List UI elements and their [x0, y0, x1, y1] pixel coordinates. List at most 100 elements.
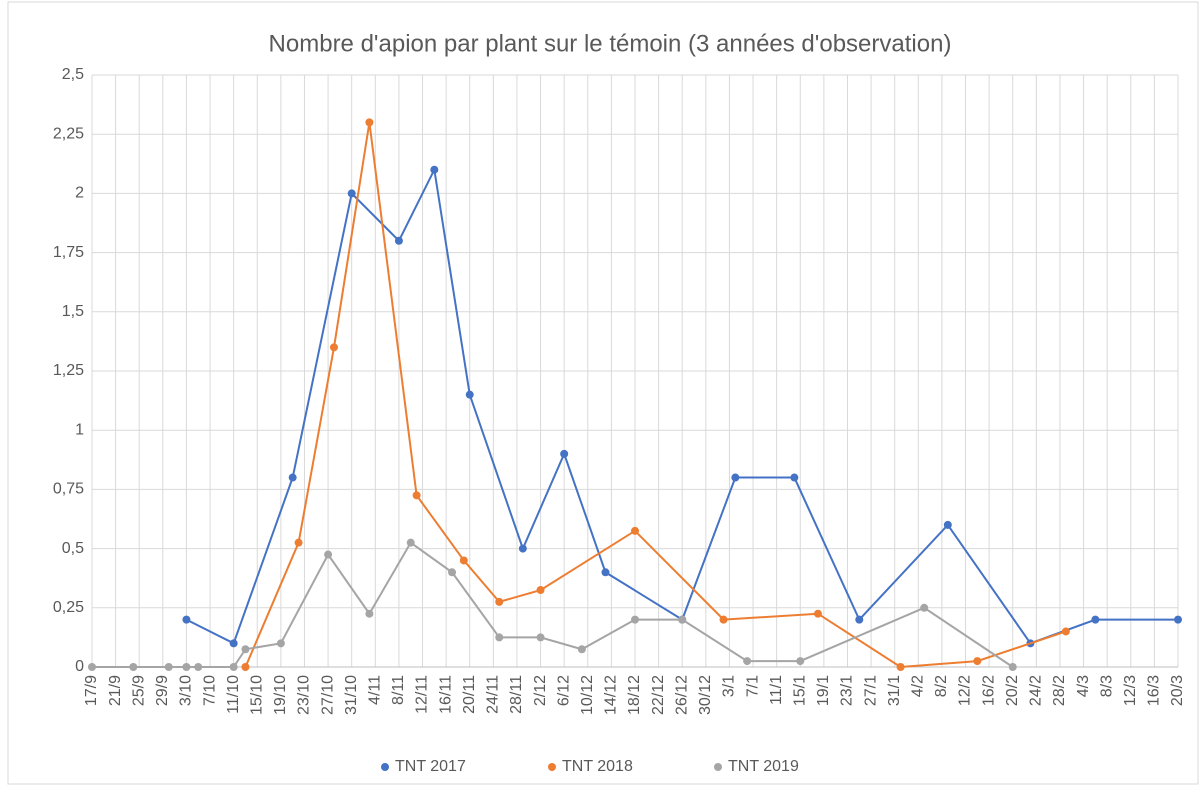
x-tick-label: 25/9	[130, 675, 147, 706]
data-point	[88, 663, 96, 671]
data-point	[229, 639, 238, 648]
legend-label: TNT 2019	[728, 758, 799, 775]
data-point	[796, 657, 805, 666]
x-tick-label: 17/9	[83, 675, 100, 706]
data-point	[465, 390, 474, 399]
data-point	[973, 657, 982, 666]
data-point	[182, 615, 191, 624]
data-point	[678, 615, 687, 624]
series-line	[185, 166, 1178, 645]
data-point	[577, 645, 586, 654]
data-point	[329, 343, 338, 352]
data-point	[459, 556, 468, 565]
data-point	[790, 473, 799, 482]
series-line	[244, 122, 1067, 669]
x-tick-label: 4/11	[367, 675, 384, 705]
x-tick-label: 24/11	[485, 675, 502, 714]
data-point	[855, 615, 864, 624]
legend-label: TNT 2018	[562, 758, 633, 775]
data-point	[182, 663, 191, 671]
y-tick-label: 0	[75, 658, 84, 675]
x-tick-label: 16/2	[980, 675, 997, 706]
data-point	[241, 645, 250, 654]
data-point	[813, 609, 822, 618]
data-point	[430, 165, 439, 174]
x-tick-label: 10/12	[579, 675, 596, 715]
data-point	[731, 473, 740, 482]
y-tick-label: 0,75	[53, 481, 84, 498]
y-tick-label: 1,75	[53, 244, 84, 261]
x-tick-label: 12/2	[957, 675, 974, 706]
x-tick-label: 31/1	[886, 675, 903, 706]
data-point	[324, 550, 333, 559]
x-tick-label: 6/12	[555, 675, 572, 706]
y-tick-label: 2,5	[62, 66, 84, 83]
data-point	[536, 586, 545, 595]
data-point	[495, 597, 504, 606]
x-tick-label: 12/3	[1122, 675, 1139, 706]
x-tick-label: 19/10	[272, 675, 289, 715]
chart-title: Nombre d'apion par plant sur le témoin (…	[269, 30, 952, 57]
data-point	[719, 615, 728, 624]
x-tick-label: 20/2	[1004, 675, 1021, 706]
data-point	[896, 663, 905, 671]
x-tick-label: 14/12	[603, 675, 620, 715]
data-point	[194, 663, 203, 671]
data-point	[347, 189, 356, 198]
x-tick-label: 12/11	[414, 675, 431, 714]
x-tick-label: 26/12	[673, 675, 690, 715]
data-point	[631, 526, 639, 535]
data-point	[743, 657, 752, 666]
x-tick-label: 30/12	[697, 675, 714, 715]
x-tick-label: 8/2	[933, 675, 950, 697]
data-point	[229, 663, 238, 671]
y-tick-label: 2	[75, 185, 84, 202]
legend-marker	[381, 763, 389, 771]
data-point	[1174, 615, 1182, 624]
x-tick-label: 22/12	[650, 675, 667, 715]
data-point	[601, 568, 610, 577]
y-tick-label: 2,25	[53, 125, 84, 142]
y-tick-label: 1,25	[53, 362, 84, 379]
data-point	[943, 520, 952, 529]
legend-marker	[548, 763, 556, 771]
data-point	[518, 544, 527, 553]
data-point	[288, 473, 297, 482]
y-tick-label: 1,5	[62, 303, 84, 320]
data-point	[631, 615, 639, 624]
data-point	[365, 118, 374, 127]
x-tick-label: 19/1	[815, 675, 832, 706]
data-point	[560, 449, 569, 458]
x-tick-label: 4/3	[1075, 675, 1092, 697]
data-point	[495, 633, 504, 642]
data-point	[294, 538, 303, 547]
data-point	[412, 491, 421, 500]
data-point	[129, 663, 138, 671]
x-tick-label: 23/1	[839, 675, 856, 706]
data-point	[448, 568, 457, 577]
data-point	[241, 663, 250, 671]
data-point	[164, 663, 173, 671]
data-point	[406, 538, 415, 547]
data-point	[536, 633, 545, 642]
x-tick-label: 11/10	[225, 675, 242, 714]
x-tick-label: 15/1	[791, 675, 808, 706]
x-tick-label: 16/11	[437, 675, 454, 714]
x-tick-label: 11/1	[768, 675, 785, 705]
data-point	[1091, 615, 1100, 624]
data-point	[920, 603, 929, 612]
data-point	[365, 609, 374, 618]
x-tick-label: 28/2	[1051, 675, 1068, 706]
x-tick-label: 27/10	[319, 675, 336, 715]
x-tick-label: 7/10	[201, 675, 218, 706]
x-tick-label: 28/11	[508, 675, 525, 714]
x-tick-label: 3/1	[721, 675, 738, 697]
x-tick-label: 7/1	[744, 675, 761, 697]
x-tick-label: 4/2	[910, 675, 927, 697]
x-tick-label: 18/12	[626, 675, 643, 715]
y-tick-label: 1	[75, 421, 84, 438]
x-tick-label: 29/9	[154, 675, 171, 706]
x-tick-label: 2/12	[532, 675, 549, 706]
legend-marker	[714, 763, 722, 771]
